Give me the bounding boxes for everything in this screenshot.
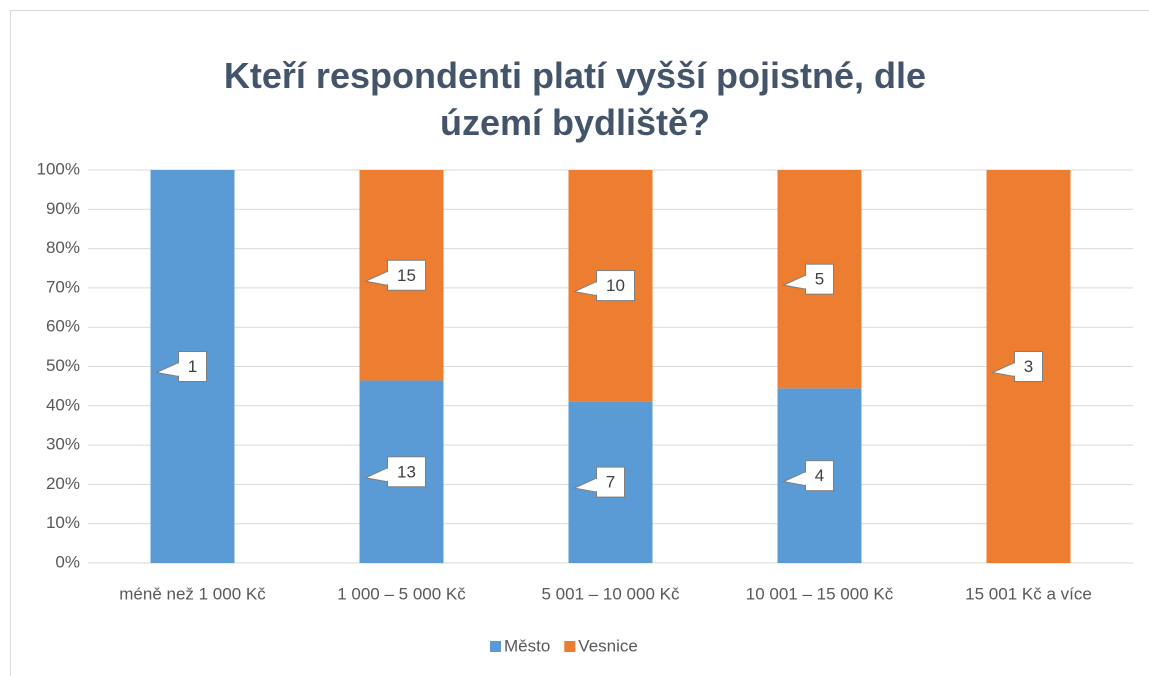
data-label: 13 xyxy=(397,462,416,481)
chart-title: Kteří respondenti platí vyšší pojistné, … xyxy=(223,55,927,143)
data-label: 1 xyxy=(188,357,197,376)
data-label: 15 xyxy=(397,266,416,285)
y-tick-label: 80% xyxy=(46,238,80,257)
label-box xyxy=(1014,351,1043,382)
label-box xyxy=(387,456,426,488)
x-tick-label: 10 001 – 15 000 Kč xyxy=(746,584,894,603)
chart-frame xyxy=(10,10,1149,676)
x-tick-label: 15 001 Kč a více xyxy=(965,584,1092,603)
data-label: 4 xyxy=(815,466,824,485)
x-tick-label: 5 001 – 10 000 Kč xyxy=(541,584,680,603)
x-tick-label: 1 000 – 5 000 Kč xyxy=(337,584,466,603)
y-tick-label: 50% xyxy=(46,356,80,375)
label-box xyxy=(805,263,834,295)
y-tick-label: 10% xyxy=(46,513,80,532)
legend-swatch xyxy=(490,641,501,652)
legend-label: Vesnice xyxy=(578,636,638,655)
y-tick-label: 70% xyxy=(46,277,80,296)
y-tick-label: 20% xyxy=(46,474,80,493)
legend-label: Město xyxy=(504,636,550,655)
label-box xyxy=(387,259,426,291)
y-tick-label: 100% xyxy=(37,159,80,178)
data-label: 7 xyxy=(606,473,615,492)
data-label: 5 xyxy=(815,270,824,289)
data-label: 3 xyxy=(1024,357,1033,376)
x-tick-label: méně než 1 000 Kč xyxy=(119,584,266,603)
label-box xyxy=(805,460,834,492)
y-tick-label: 0% xyxy=(55,552,80,571)
y-tick-label: 90% xyxy=(46,199,80,218)
y-tick-label: 30% xyxy=(46,435,80,454)
data-label: 10 xyxy=(606,276,625,295)
legend-swatch xyxy=(564,641,576,652)
y-tick-label: 60% xyxy=(46,317,80,336)
y-tick-label: 40% xyxy=(46,395,80,414)
